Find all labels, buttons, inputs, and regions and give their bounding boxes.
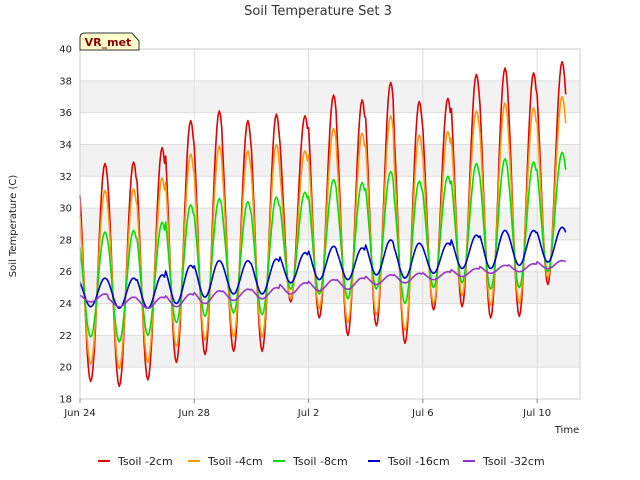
y-tick-label: 24 xyxy=(59,299,72,310)
x-tick-label: Jul 10 xyxy=(522,408,551,419)
plot-frame xyxy=(79,48,581,400)
x-tick-label: Jun 28 xyxy=(178,408,211,419)
x-axis-ticks: Jun 24 Jun 28 Jul 2 Jul 6 Jul 10 xyxy=(63,399,551,419)
y-axis-ticks: 18 20 22 24 26 28 30 32 34 36 38 40 xyxy=(59,45,72,406)
y-tick-label: 38 xyxy=(59,76,72,87)
legend-label: Tsoil -2cm xyxy=(117,455,173,468)
badge-box xyxy=(79,32,140,51)
y-tick-label: 18 xyxy=(59,395,72,406)
legend-label: Tsoil -4cm xyxy=(207,455,263,468)
series-line xyxy=(79,259,567,310)
y-tick-label: 26 xyxy=(59,267,72,278)
y-tick-label: 28 xyxy=(59,235,72,246)
y-tick-label: 34 xyxy=(59,140,72,151)
y-tick-label: 32 xyxy=(59,172,72,183)
y-tick-label: 36 xyxy=(59,108,72,119)
x-axis-label: Time xyxy=(554,425,579,436)
legend-label: Tsoil -16cm xyxy=(387,455,450,468)
grid-band xyxy=(80,80,580,113)
series-line xyxy=(79,226,567,310)
station-badge: VR_met xyxy=(79,32,140,51)
y-tick-label: 30 xyxy=(59,204,72,215)
chart-title: Soil Temperature Set 3 xyxy=(244,4,392,19)
y-axis-label: Soil Temperature (C) xyxy=(8,175,19,278)
y-tick-label: 20 xyxy=(59,363,72,374)
legend: Tsoil -2cm Tsoil -4cm Tsoil -8cm Tsoil -16c… xyxy=(98,455,545,468)
legend-label: Tsoil -32cm xyxy=(482,455,545,468)
x-tick-label: Jul 2 xyxy=(297,408,320,419)
y-tick-label: 40 xyxy=(59,45,72,56)
series-line xyxy=(79,151,567,343)
badge-label: VR_met xyxy=(85,36,132,49)
grid-band xyxy=(80,335,580,368)
plot-area xyxy=(80,49,580,399)
y-tick-label: 22 xyxy=(59,331,72,342)
x-tick-label: Jun 24 xyxy=(63,408,96,419)
legend-label: Tsoil -8cm xyxy=(292,455,348,468)
grid-band xyxy=(80,208,580,240)
x-tick-label: Jul 6 xyxy=(411,408,434,419)
series-layer xyxy=(79,60,567,388)
